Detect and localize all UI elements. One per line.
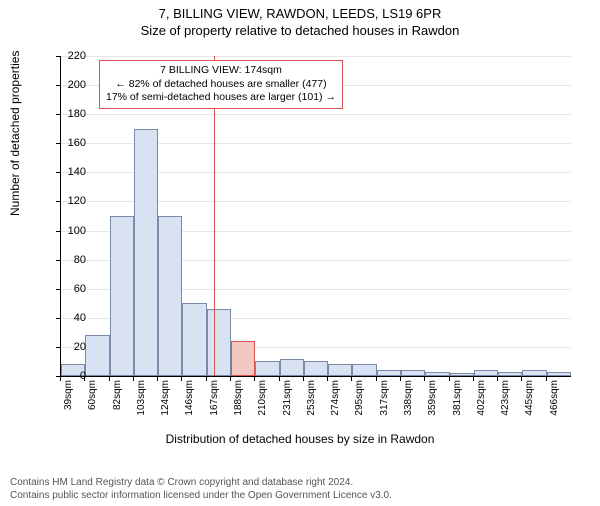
x-tick-label: 466sqm <box>549 380 560 416</box>
footer-line2: Contains public sector information licen… <box>10 489 392 502</box>
title-line2: Size of property relative to detached ho… <box>0 23 600 38</box>
y-tick-label: 60 <box>46 283 86 295</box>
x-axis-label: Distribution of detached houses by size … <box>0 432 600 446</box>
x-tick-mark <box>376 376 377 381</box>
y-tick-label: 140 <box>46 166 86 178</box>
x-tick-mark <box>400 376 401 381</box>
histogram-bar <box>207 309 231 376</box>
annotation-line1: 7 BILLING VIEW: 174sqm <box>106 64 336 78</box>
x-tick-label: 82sqm <box>112 380 123 410</box>
x-tick-label: 103sqm <box>136 380 147 416</box>
x-tick-mark <box>351 376 352 381</box>
histogram-bar <box>498 372 522 376</box>
x-tick-label: 124sqm <box>160 380 171 416</box>
x-tick-label: 381sqm <box>452 380 463 416</box>
y-axis-label: Number of detached properties <box>8 51 22 216</box>
y-tick-label: 120 <box>46 195 86 207</box>
gridline <box>61 56 571 57</box>
x-tick-mark <box>497 376 498 381</box>
x-tick-mark <box>303 376 304 381</box>
x-tick-mark <box>230 376 231 381</box>
x-tick-label: 231sqm <box>282 380 293 416</box>
histogram-bar <box>280 359 304 376</box>
y-tick-label: 180 <box>46 108 86 120</box>
y-tick-label: 80 <box>46 254 86 266</box>
y-tick-label: 160 <box>46 137 86 149</box>
x-tick-label: 317sqm <box>379 380 390 416</box>
x-tick-label: 423sqm <box>500 380 511 416</box>
annotation-box: 7 BILLING VIEW: 174sqm ← 82% of detached… <box>99 60 343 109</box>
x-tick-label: 146sqm <box>184 380 195 416</box>
annotation-line3: 17% of semi-detached houses are larger (… <box>106 91 336 105</box>
histogram-bar <box>110 216 134 376</box>
histogram-bar <box>474 370 498 376</box>
x-tick-label: 295sqm <box>354 380 365 416</box>
annotation-line2: ← 82% of detached houses are smaller (47… <box>106 78 336 92</box>
y-tick-label: 100 <box>46 225 86 237</box>
x-tick-mark <box>327 376 328 381</box>
histogram-bar <box>450 373 474 376</box>
x-tick-mark <box>60 376 61 381</box>
chart-container: Number of detached properties 7 BILLING … <box>0 46 600 446</box>
x-tick-mark <box>84 376 85 381</box>
x-tick-mark <box>133 376 134 381</box>
x-tick-mark <box>206 376 207 381</box>
histogram-bar <box>352 364 376 376</box>
y-tick-label: 20 <box>46 341 86 353</box>
x-tick-mark <box>181 376 182 381</box>
x-tick-label: 338sqm <box>403 380 414 416</box>
x-tick-mark <box>424 376 425 381</box>
x-tick-label: 39sqm <box>63 380 74 410</box>
x-tick-label: 402sqm <box>476 380 487 416</box>
x-tick-label: 359sqm <box>427 380 438 416</box>
histogram-bar <box>158 216 182 376</box>
footer-line1: Contains HM Land Registry data © Crown c… <box>10 476 392 489</box>
histogram-bar <box>255 361 279 376</box>
x-tick-mark <box>279 376 280 381</box>
x-tick-label: 274sqm <box>330 380 341 416</box>
histogram-bar <box>377 370 401 376</box>
x-tick-mark <box>449 376 450 381</box>
histogram-bar <box>134 129 158 376</box>
x-tick-label: 445sqm <box>524 380 535 416</box>
histogram-bar <box>522 370 546 376</box>
x-tick-mark <box>521 376 522 381</box>
y-tick-label: 220 <box>46 50 86 62</box>
x-tick-mark <box>157 376 158 381</box>
histogram-bar <box>231 341 255 376</box>
plot-area: 7 BILLING VIEW: 174sqm ← 82% of detached… <box>60 56 571 377</box>
x-tick-label: 210sqm <box>257 380 268 416</box>
histogram-bar <box>401 370 425 376</box>
histogram-bar <box>328 364 352 376</box>
x-tick-label: 167sqm <box>209 380 220 416</box>
x-tick-mark <box>546 376 547 381</box>
y-tick-label: 200 <box>46 79 86 91</box>
gridline <box>61 114 571 115</box>
histogram-bar <box>304 361 328 376</box>
x-tick-label: 188sqm <box>233 380 244 416</box>
histogram-bar <box>425 372 449 376</box>
x-tick-label: 60sqm <box>87 380 98 410</box>
y-tick-label: 40 <box>46 312 86 324</box>
histogram-bar <box>547 372 571 376</box>
histogram-bar <box>85 335 109 376</box>
histogram-bar <box>182 303 206 376</box>
x-tick-mark <box>254 376 255 381</box>
x-tick-mark <box>109 376 110 381</box>
title-line1: 7, BILLING VIEW, RAWDON, LEEDS, LS19 6PR <box>0 6 600 21</box>
x-tick-label: 253sqm <box>306 380 317 416</box>
x-tick-mark <box>473 376 474 381</box>
footer-attribution: Contains HM Land Registry data © Crown c… <box>10 476 392 502</box>
